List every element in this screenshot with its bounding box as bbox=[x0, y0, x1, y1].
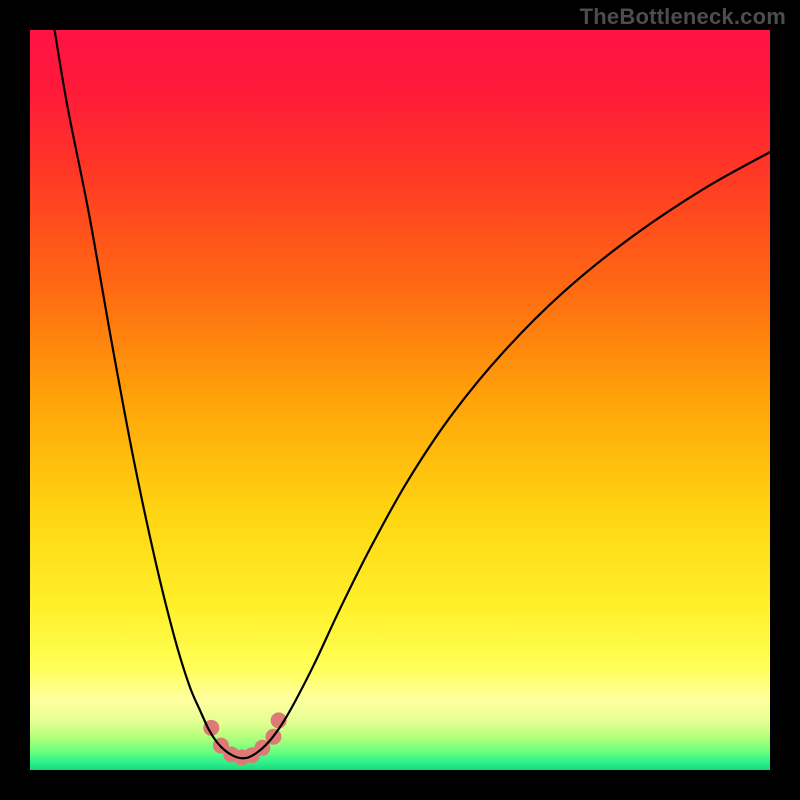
watermark-text: TheBottleneck.com bbox=[580, 4, 786, 30]
chart-container: TheBottleneck.com bbox=[0, 0, 800, 800]
bottleneck-curve bbox=[52, 15, 770, 758]
chart-svg bbox=[0, 0, 800, 800]
